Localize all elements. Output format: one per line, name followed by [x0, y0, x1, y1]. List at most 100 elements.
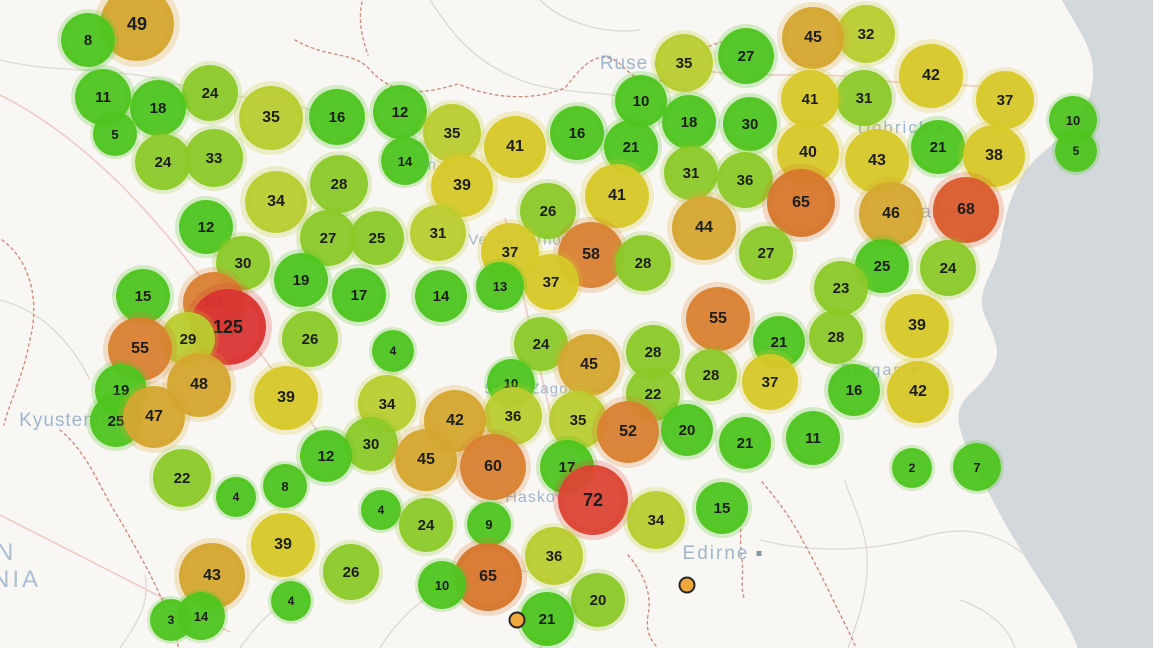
- station-marker[interactable]: 30: [216, 236, 270, 290]
- station-value: 33: [205, 149, 223, 167]
- station-marker[interactable]: 4: [216, 477, 256, 517]
- station-marker[interactable]: 42: [899, 44, 963, 108]
- station-marker[interactable]: 16: [828, 364, 880, 416]
- station-marker[interactable]: 3: [150, 599, 192, 641]
- station-marker[interactable]: 37: [523, 254, 579, 310]
- station-marker[interactable]: 21: [719, 417, 771, 469]
- station-marker[interactable]: 39: [431, 155, 493, 217]
- station-marker[interactable]: 12: [300, 430, 352, 482]
- station-marker[interactable]: 2: [892, 448, 932, 488]
- station-marker[interactable]: 34: [245, 171, 307, 233]
- station-marker[interactable]: 32: [837, 5, 895, 63]
- station-marker[interactable]: 23: [814, 261, 868, 315]
- station-marker[interactable]: 8: [263, 464, 307, 508]
- station-marker[interactable]: 10: [418, 561, 466, 609]
- station-marker[interactable]: 39: [251, 513, 315, 577]
- station-marker[interactable]: 28: [615, 235, 671, 291]
- station-marker[interactable]: 39: [885, 294, 949, 358]
- station-marker[interactable]: 24: [399, 498, 453, 552]
- station-marker[interactable]: 5: [93, 112, 137, 156]
- station-marker[interactable]: 18: [130, 80, 186, 136]
- station-marker[interactable]: 28: [685, 349, 737, 401]
- station-marker[interactable]: 8: [61, 13, 115, 67]
- station-marker[interactable]: 7: [953, 443, 1001, 491]
- sea-area: [958, 0, 1153, 648]
- station-value: 25: [873, 257, 891, 275]
- station-marker[interactable]: 47: [123, 386, 185, 448]
- station-marker[interactable]: 20: [661, 404, 713, 456]
- station-marker[interactable]: 21: [911, 120, 965, 174]
- station-marker[interactable]: 26: [282, 311, 338, 367]
- station-marker[interactable]: 24: [182, 65, 238, 121]
- station-marker[interactable]: 28: [809, 310, 863, 364]
- station-marker[interactable]: 14: [415, 270, 467, 322]
- station-marker[interactable]: 10: [615, 75, 667, 127]
- station-marker[interactable]: 15: [116, 269, 170, 323]
- station-marker[interactable]: 33: [185, 129, 243, 187]
- station-marker[interactable]: 4: [271, 581, 311, 621]
- station-marker[interactable]: 37: [742, 354, 798, 410]
- station-marker[interactable]: 18: [662, 95, 716, 149]
- station-marker[interactable]: 21: [520, 592, 574, 646]
- station-marker[interactable]: 15: [696, 482, 748, 534]
- small-station-dot-marker[interactable]: [678, 576, 696, 594]
- station-marker[interactable]: 31: [836, 70, 892, 126]
- small-station-dot-marker[interactable]: [508, 611, 526, 629]
- station-marker[interactable]: 13: [476, 262, 524, 310]
- station-marker[interactable]: 30: [344, 417, 398, 471]
- station-marker[interactable]: 34: [627, 491, 685, 549]
- station-marker[interactable]: 52: [597, 401, 659, 463]
- station-marker[interactable]: 41: [585, 164, 649, 228]
- station-marker[interactable]: 11: [786, 411, 840, 465]
- station-marker[interactable]: 14: [381, 137, 429, 185]
- station-marker[interactable]: 65: [767, 169, 835, 237]
- station-marker[interactable]: 30: [723, 97, 777, 151]
- station-marker[interactable]: 35: [423, 104, 481, 162]
- station-marker[interactable]: 36: [717, 152, 773, 208]
- station-marker[interactable]: 26: [323, 544, 379, 600]
- station-marker[interactable]: 72: [558, 465, 628, 535]
- station-marker[interactable]: 41: [484, 116, 546, 178]
- station-marker[interactable]: 24: [135, 134, 191, 190]
- station-marker[interactable]: 44: [672, 196, 736, 260]
- station-marker[interactable]: 5: [1055, 130, 1097, 172]
- station-marker[interactable]: 55: [686, 287, 750, 351]
- station-value: 31: [682, 164, 700, 182]
- station-marker[interactable]: 19: [274, 253, 328, 307]
- station-marker[interactable]: 27: [718, 28, 774, 84]
- station-marker[interactable]: 31: [410, 205, 466, 261]
- station-marker[interactable]: 60: [460, 434, 526, 500]
- station-marker[interactable]: 31: [664, 146, 718, 200]
- station-marker[interactable]: 4: [361, 490, 401, 530]
- station-marker[interactable]: 12: [373, 85, 427, 139]
- station-marker[interactable]: 28: [626, 325, 680, 379]
- station-value: 27: [319, 229, 337, 247]
- station-marker[interactable]: 4: [372, 330, 414, 372]
- station-marker[interactable]: 9: [467, 502, 511, 546]
- station-marker[interactable]: 20: [571, 573, 625, 627]
- station-marker[interactable]: 36: [525, 527, 583, 585]
- station-marker[interactable]: 39: [254, 366, 318, 430]
- station-marker[interactable]: 45: [558, 334, 620, 396]
- station-marker[interactable]: 28: [310, 155, 368, 213]
- station-marker[interactable]: 35: [655, 34, 713, 92]
- station-marker[interactable]: 24: [920, 240, 976, 296]
- station-marker[interactable]: 45: [782, 7, 844, 69]
- station-marker[interactable]: 16: [309, 89, 365, 145]
- station-marker[interactable]: 125: [190, 289, 266, 365]
- station-marker[interactable]: 37: [976, 71, 1034, 129]
- station-marker[interactable]: 42: [887, 361, 949, 423]
- station-marker[interactable]: 46: [859, 182, 923, 246]
- station-marker[interactable]: 38: [963, 125, 1025, 187]
- station-marker[interactable]: 41: [781, 70, 839, 128]
- station-marker[interactable]: 22: [153, 449, 211, 507]
- station-marker[interactable]: 36: [484, 387, 542, 445]
- station-marker[interactable]: 35: [239, 86, 303, 150]
- station-marker[interactable]: 17: [332, 268, 386, 322]
- station-marker[interactable]: 68: [933, 177, 999, 243]
- station-marker[interactable]: 45: [395, 429, 457, 491]
- station-marker[interactable]: 27: [739, 226, 793, 280]
- station-marker[interactable]: 25: [350, 211, 404, 265]
- station-marker[interactable]: 16: [550, 106, 604, 160]
